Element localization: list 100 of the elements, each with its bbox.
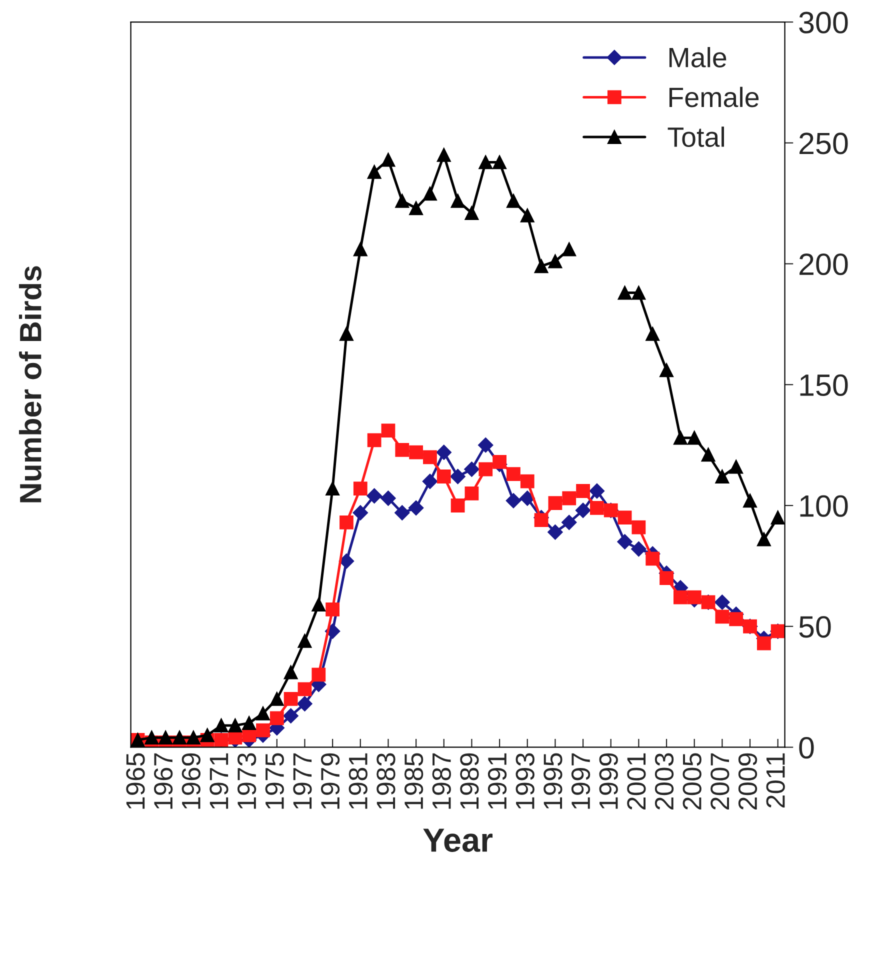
point [423,186,437,201]
point [506,467,520,482]
point [714,594,730,610]
x-tick-label: 1977 [293,753,312,809]
point [673,430,688,445]
y-tick-label: 150 [800,374,848,396]
point [284,692,298,706]
point [270,711,284,726]
point [436,470,451,484]
point [618,510,632,525]
point [367,433,382,448]
point [660,571,674,585]
point [312,668,326,682]
point [283,708,298,724]
point [297,696,312,712]
legend-label: Male [669,47,726,68]
point [618,286,632,300]
point [366,488,382,504]
x-tick-label: 1993 [516,753,534,809]
point [520,490,535,506]
point [646,326,660,341]
x-tick-label: 2009 [738,753,758,810]
point [228,718,242,732]
point [340,515,354,530]
point [520,208,534,222]
point [395,194,410,208]
point [338,554,354,569]
point [715,610,730,624]
point [478,438,494,453]
point [158,730,173,745]
point [701,448,716,462]
point [394,505,410,520]
x-tick-label: 1997 [571,753,590,809]
y-tick-label: 300 [799,12,848,34]
point [548,524,563,540]
x-tick-label: 1999 [599,753,618,809]
point [548,254,562,268]
point [353,482,368,496]
point [256,723,270,738]
point [298,634,312,648]
x-axis-title: Year [423,828,493,852]
point [506,194,520,208]
point [534,259,548,274]
x-tick-label: 1981 [348,753,368,809]
y-tick-label: 100 [800,495,848,517]
point [326,602,340,616]
x-tick-label: 1995 [544,753,562,809]
point [687,590,702,604]
point [436,148,451,162]
point [632,520,646,534]
point [729,460,744,474]
legend-label: Total [668,126,724,148]
point [756,636,771,650]
x-tick-label: 2001 [627,753,646,810]
x-tick-label: 1975 [265,753,284,809]
point [589,483,605,499]
point [298,682,312,696]
point [423,450,437,464]
y-tick-label: 0 [799,736,814,759]
x-tick-label: 2007 [710,753,730,810]
point [464,206,479,220]
point [450,498,465,512]
point [408,500,424,516]
point [367,164,382,179]
x-tick-label: 1973 [237,753,256,809]
point [200,728,214,742]
x-tick-label: 2005 [682,753,702,810]
point [631,541,646,557]
point [450,194,465,208]
point [352,505,368,520]
point [756,532,771,546]
point [590,500,604,515]
point [534,513,548,527]
point [562,514,577,530]
point [242,716,256,730]
x-tick-label: 1979 [320,753,340,809]
point [673,590,688,604]
y-tick-label: 250 [800,132,848,154]
point [646,552,660,566]
point [409,201,423,216]
x-tick-label: 1965 [126,753,145,809]
point [381,152,396,167]
point [340,326,354,341]
point [270,692,284,706]
legend-label: Female [669,86,759,108]
point [478,462,493,476]
point [186,730,200,745]
point [562,491,576,506]
y-tick-label: 200 [800,254,848,276]
point [172,730,186,745]
point [284,665,298,680]
point [492,155,506,170]
x-tick-label: 1991 [488,753,507,809]
x-tick-label: 2003 [654,753,674,810]
point [520,474,534,488]
point [326,482,340,496]
point [381,424,396,438]
point [464,462,480,477]
point [214,718,228,732]
point [380,490,396,506]
